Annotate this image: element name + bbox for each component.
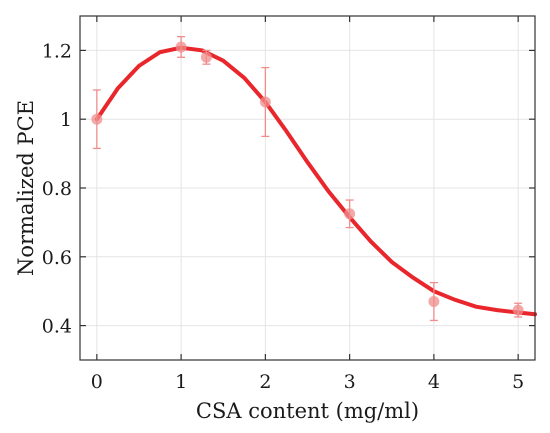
y-tick-label-1: 0.6 [42,247,72,269]
x-tick-label-5: 5 [512,371,524,393]
y-tick-label-0: 0.4 [42,316,72,338]
data-point-5 [428,296,440,308]
data-point-0 [91,113,103,125]
data-point-2 [200,51,212,63]
data-point-4 [344,208,356,220]
x-tick-label-0: 0 [91,371,103,393]
data-point-1 [175,41,187,53]
y-tick-label-2: 0.8 [42,178,72,200]
grid-lines [80,16,535,360]
x-axis-title: CSA content (mg/ml) [196,399,419,423]
x-tick-label-3: 3 [344,371,356,393]
y-tick-label-3: 1 [60,109,72,131]
ticks: 0 1 2 3 4 5 0.4 0.6 0.8 1 1.2 [42,16,535,393]
y-tick-label-4: 1.2 [42,40,72,62]
y-axis-title: Normalized PCE [14,100,38,276]
data-point-3 [259,96,271,108]
x-tick-label-4: 4 [428,371,440,393]
x-tick-label-1: 1 [175,371,187,393]
fit-curve [94,45,537,317]
data-point-6 [512,304,524,316]
x-tick-label-2: 2 [259,371,271,393]
data-layer [91,35,537,322]
